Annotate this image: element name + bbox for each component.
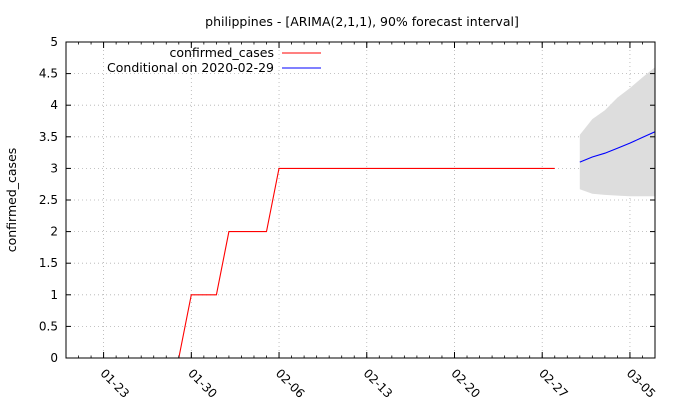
y-tick-label: 4.5 [39, 67, 58, 81]
y-tick-label: 3.5 [39, 130, 58, 144]
series-lines [166, 131, 656, 359]
y-tick-label: 2 [50, 225, 58, 239]
y-axis-ticks: 0 0.5 1 1.5 2 2.5 3 3.5 4 4.5 5 [39, 35, 655, 365]
forecast-mean-line [579, 131, 656, 163]
forecast-interval-area [579, 67, 655, 197]
y-tick-label: 0.5 [39, 319, 58, 333]
y-tick-label: 3 [50, 161, 58, 175]
y-tick-label: 4 [50, 98, 58, 112]
y-tick-label: 1 [50, 288, 58, 302]
forecast-interval-band [579, 67, 655, 197]
chart-title: philippines - [ARIMA(2,1,1), 90% forecas… [205, 14, 519, 29]
y-tick-label: 0 [50, 351, 58, 365]
confirmed-cases-line [166, 167, 555, 359]
y-tick-label: 1.5 [39, 256, 58, 270]
legend-label: Conditional on 2020-02-29 [107, 60, 274, 75]
y-tick-label: 2.5 [39, 193, 58, 207]
legend-label: confirmed_cases [169, 45, 274, 60]
y-axis-label: confirmed_cases [4, 148, 19, 253]
y-tick-label: 5 [50, 35, 58, 49]
